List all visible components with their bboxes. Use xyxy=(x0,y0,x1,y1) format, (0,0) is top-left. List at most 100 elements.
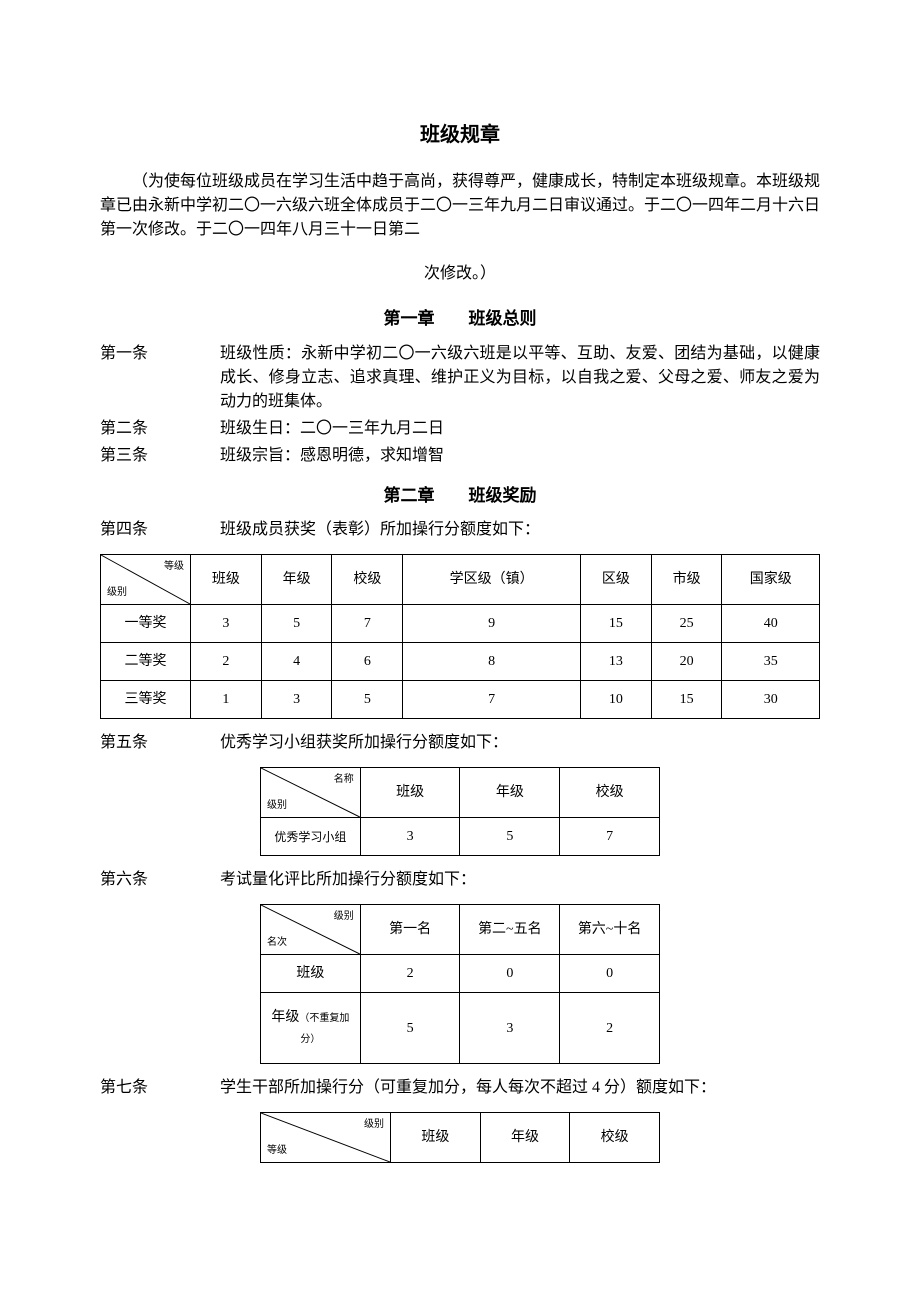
row-label: 年级（不重复加分） xyxy=(261,993,361,1064)
diag-bottom-label: 级别 xyxy=(267,798,287,813)
article-2: 第二条 班级生日：二〇一三年九月二日 xyxy=(100,417,820,441)
cell: 25 xyxy=(651,605,722,643)
group-award-table: 名称 级别 班级 年级 校级 优秀学习小组 3 5 7 xyxy=(260,767,660,856)
row-label: 一等奖 xyxy=(101,605,191,643)
cell: 5 xyxy=(261,605,332,643)
article-3: 第三条 班级宗旨：感恩明德，求知增智 xyxy=(100,444,820,468)
table-row: 一等奖 3 5 7 9 15 25 40 xyxy=(101,605,820,643)
cell: 3 xyxy=(360,818,460,856)
table-header-row: 级别 等级 班级 年级 校级 xyxy=(261,1113,660,1163)
col-header: 年级 xyxy=(480,1113,570,1163)
diag-top-label: 等级 xyxy=(164,559,184,574)
table-row: 年级（不重复加分） 5 3 2 xyxy=(261,993,660,1064)
cell: 10 xyxy=(581,681,652,719)
col-header: 校级 xyxy=(570,1113,660,1163)
cell: 7 xyxy=(332,605,403,643)
col-header: 班级 xyxy=(191,555,262,605)
diagonal-header: 名称 级别 xyxy=(261,768,361,818)
article-label: 第一条 xyxy=(100,342,220,414)
article-6: 第六条 考试量化评比所加操行分额度如下： xyxy=(100,868,820,892)
article-5: 第五条 优秀学习小组获奖所加操行分额度如下： xyxy=(100,731,820,755)
chapter-2-title: 第二章 班级奖励 xyxy=(100,483,820,509)
cadre-table: 级别 等级 班级 年级 校级 xyxy=(260,1112,660,1163)
cell: 13 xyxy=(581,643,652,681)
cell: 5 xyxy=(460,818,560,856)
article-label: 第三条 xyxy=(100,444,220,468)
table-header-row: 级别 名次 第一名 第二~五名 第六~十名 xyxy=(261,905,660,955)
table-header-row: 名称 级别 班级 年级 校级 xyxy=(261,768,660,818)
diag-top-label: 级别 xyxy=(364,1117,384,1132)
article-content: 学生干部所加操行分（可重复加分，每人每次不超过 4 分）额度如下： xyxy=(220,1076,820,1100)
cell: 0 xyxy=(560,955,660,993)
award-table: 等级 级别 班级 年级 校级 学区级（镇） 区级 市级 国家级 一等奖 3 5 … xyxy=(100,554,820,719)
article-content: 班级成员获奖（表彰）所加操行分额度如下： xyxy=(220,518,820,542)
cell: 8 xyxy=(403,643,581,681)
cell: 30 xyxy=(722,681,820,719)
table-row: 二等奖 2 4 6 8 13 20 35 xyxy=(101,643,820,681)
diag-top-label: 名称 xyxy=(334,772,354,787)
article-content: 班级生日：二〇一三年九月二日 xyxy=(220,417,820,441)
article-label: 第七条 xyxy=(100,1076,220,1100)
table-header-row: 等级 级别 班级 年级 校级 学区级（镇） 区级 市级 国家级 xyxy=(101,555,820,605)
article-4: 第四条 班级成员获奖（表彰）所加操行分额度如下： xyxy=(100,518,820,542)
cell: 7 xyxy=(560,818,660,856)
col-header: 第六~十名 xyxy=(560,905,660,955)
diag-bottom-label: 级别 xyxy=(107,585,127,600)
col-header: 第一名 xyxy=(360,905,460,955)
diag-top-label: 级别 xyxy=(334,909,354,924)
table-row: 班级 2 0 0 xyxy=(261,955,660,993)
cell: 2 xyxy=(360,955,460,993)
cell: 3 xyxy=(261,681,332,719)
exam-rank-table: 级别 名次 第一名 第二~五名 第六~十名 班级 2 0 0 年级（不重复加分）… xyxy=(260,904,660,1064)
article-content: 班级宗旨：感恩明德，求知增智 xyxy=(220,444,820,468)
col-header: 年级 xyxy=(460,768,560,818)
col-header: 校级 xyxy=(332,555,403,605)
cell: 0 xyxy=(460,955,560,993)
row-label: 三等奖 xyxy=(101,681,191,719)
document-title: 班级规章 xyxy=(100,120,820,150)
row-label: 二等奖 xyxy=(101,643,191,681)
article-7: 第七条 学生干部所加操行分（可重复加分，每人每次不超过 4 分）额度如下： xyxy=(100,1076,820,1100)
diag-bottom-label: 等级 xyxy=(267,1143,287,1158)
cell: 15 xyxy=(581,605,652,643)
cell: 5 xyxy=(360,993,460,1064)
col-header: 年级 xyxy=(261,555,332,605)
cell: 2 xyxy=(560,993,660,1064)
cell: 3 xyxy=(191,605,262,643)
preamble-text-1: （为使每位班级成员在学习生活中趋于高尚，获得尊严，健康成长，特制定本班级规章。本… xyxy=(100,170,820,242)
cell: 3 xyxy=(460,993,560,1064)
article-content: 班级性质：永新中学初二〇一六级六班是以平等、互助、友爱、团结为基础，以健康成长、… xyxy=(220,342,820,414)
col-header: 国家级 xyxy=(722,555,820,605)
row-label: 班级 xyxy=(261,955,361,993)
preamble-text-2: 次修改。） xyxy=(100,262,820,286)
col-header: 班级 xyxy=(391,1113,481,1163)
cell: 4 xyxy=(261,643,332,681)
table-row: 三等奖 1 3 5 7 10 15 30 xyxy=(101,681,820,719)
cell: 20 xyxy=(651,643,722,681)
diagonal-header: 级别 名次 xyxy=(261,905,361,955)
cell: 6 xyxy=(332,643,403,681)
col-header: 第二~五名 xyxy=(460,905,560,955)
col-header: 学区级（镇） xyxy=(403,555,581,605)
row-label: 优秀学习小组 xyxy=(261,818,361,856)
table-row: 优秀学习小组 3 5 7 xyxy=(261,818,660,856)
article-label: 第二条 xyxy=(100,417,220,441)
article-content: 考试量化评比所加操行分额度如下： xyxy=(220,868,820,892)
diagonal-header: 级别 等级 xyxy=(261,1113,391,1163)
article-label: 第四条 xyxy=(100,518,220,542)
cell: 40 xyxy=(722,605,820,643)
cell: 15 xyxy=(651,681,722,719)
article-label: 第五条 xyxy=(100,731,220,755)
col-header: 市级 xyxy=(651,555,722,605)
col-header: 班级 xyxy=(360,768,460,818)
cell: 9 xyxy=(403,605,581,643)
cell: 2 xyxy=(191,643,262,681)
chapter-1-title: 第一章 班级总则 xyxy=(100,306,820,332)
article-label: 第六条 xyxy=(100,868,220,892)
article-content: 优秀学习小组获奖所加操行分额度如下： xyxy=(220,731,820,755)
diagonal-header: 等级 级别 xyxy=(101,555,191,605)
cell: 5 xyxy=(332,681,403,719)
col-header: 校级 xyxy=(560,768,660,818)
col-header: 区级 xyxy=(581,555,652,605)
article-1: 第一条 班级性质：永新中学初二〇一六级六班是以平等、互助、友爱、团结为基础，以健… xyxy=(100,342,820,414)
